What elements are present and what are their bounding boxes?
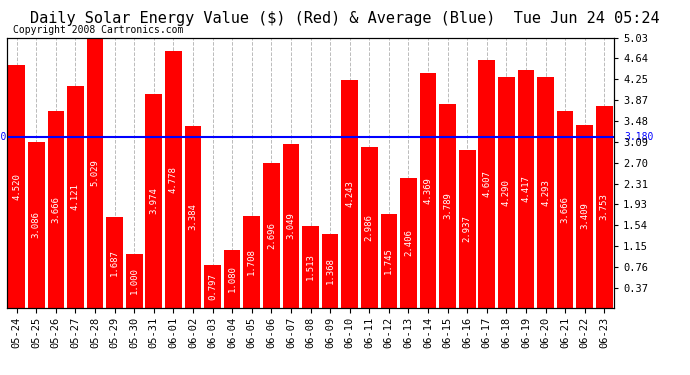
Bar <box>224 249 241 308</box>
Bar <box>478 60 495 308</box>
Text: 1.513: 1.513 <box>306 254 315 280</box>
Bar <box>263 163 279 308</box>
Bar <box>380 214 397 308</box>
Bar <box>67 86 83 308</box>
Text: 3.086: 3.086 <box>32 211 41 238</box>
Text: Daily Solar Energy Value ($) (Red) & Average (Blue)  Tue Jun 24 05:24: Daily Solar Energy Value ($) (Red) & Ave… <box>30 11 660 26</box>
Bar <box>400 178 417 308</box>
Text: 3.789: 3.789 <box>443 192 452 219</box>
Text: 1.745: 1.745 <box>384 247 393 274</box>
Text: 0.797: 0.797 <box>208 273 217 300</box>
Bar <box>322 234 338 308</box>
Text: 4.293: 4.293 <box>541 179 550 206</box>
Text: 3.180: 3.180 <box>0 132 7 142</box>
Bar <box>498 77 515 308</box>
Bar <box>106 217 123 308</box>
Text: 3.384: 3.384 <box>188 203 197 230</box>
Text: 1.708: 1.708 <box>247 248 256 275</box>
Bar <box>28 142 45 308</box>
Bar <box>459 150 475 308</box>
Text: 4.369: 4.369 <box>424 177 433 204</box>
Text: 3.753: 3.753 <box>600 194 609 220</box>
Text: 4.243: 4.243 <box>345 180 354 207</box>
Text: 2.696: 2.696 <box>267 222 276 249</box>
Text: 4.417: 4.417 <box>522 176 531 202</box>
Bar <box>576 124 593 308</box>
Bar <box>48 111 64 308</box>
Text: 2.406: 2.406 <box>404 230 413 256</box>
Bar <box>283 144 299 308</box>
Bar <box>126 254 143 308</box>
Bar <box>557 111 573 308</box>
Bar <box>420 73 436 308</box>
Text: 4.121: 4.121 <box>71 183 80 210</box>
Text: 2.937: 2.937 <box>463 215 472 242</box>
Bar <box>440 104 456 308</box>
Text: 1.000: 1.000 <box>130 267 139 294</box>
Bar <box>8 65 25 308</box>
Text: 3.666: 3.666 <box>51 196 60 222</box>
Text: 3.049: 3.049 <box>286 212 295 239</box>
Bar <box>204 265 221 308</box>
Bar <box>146 94 162 308</box>
Text: 4.607: 4.607 <box>482 170 491 197</box>
Text: Copyright 2008 Cartronics.com: Copyright 2008 Cartronics.com <box>13 25 184 35</box>
Bar <box>596 106 613 307</box>
Bar <box>165 51 181 308</box>
Text: 3.666: 3.666 <box>561 196 570 222</box>
Text: 3.180: 3.180 <box>624 132 653 142</box>
Text: 1.080: 1.080 <box>228 265 237 292</box>
Text: 1.368: 1.368 <box>326 257 335 284</box>
Text: 4.778: 4.778 <box>169 166 178 193</box>
Text: 4.520: 4.520 <box>12 173 21 200</box>
Text: 3.974: 3.974 <box>149 188 158 214</box>
Text: 5.029: 5.029 <box>90 159 99 186</box>
Text: 2.986: 2.986 <box>365 214 374 241</box>
Text: 4.290: 4.290 <box>502 179 511 206</box>
Bar <box>244 216 260 308</box>
Bar <box>342 80 358 308</box>
Bar <box>87 38 104 308</box>
Bar <box>185 126 201 308</box>
Bar <box>538 77 554 308</box>
Text: 3.409: 3.409 <box>580 202 589 229</box>
Bar <box>302 226 319 308</box>
Text: 1.687: 1.687 <box>110 249 119 276</box>
Bar <box>361 147 377 308</box>
Bar <box>518 70 534 308</box>
